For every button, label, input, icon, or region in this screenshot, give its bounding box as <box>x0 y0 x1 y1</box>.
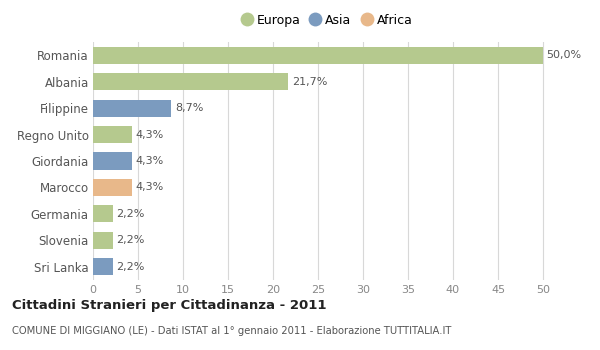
Text: Cittadini Stranieri per Cittadinanza - 2011: Cittadini Stranieri per Cittadinanza - 2… <box>12 299 326 312</box>
Text: COMUNE DI MIGGIANO (LE) - Dati ISTAT al 1° gennaio 2011 - Elaborazione TUTTITALI: COMUNE DI MIGGIANO (LE) - Dati ISTAT al … <box>12 326 451 336</box>
Bar <box>93 205 113 223</box>
Legend: Europa, Asia, Africa: Europa, Asia, Africa <box>238 10 416 31</box>
Bar <box>93 232 113 249</box>
Bar <box>93 47 543 64</box>
Text: 4,3%: 4,3% <box>136 182 164 192</box>
Bar <box>93 152 132 170</box>
Text: 21,7%: 21,7% <box>292 77 327 87</box>
Bar <box>93 99 172 117</box>
Text: 8,7%: 8,7% <box>175 103 203 113</box>
Text: 4,3%: 4,3% <box>136 156 164 166</box>
Bar <box>93 179 132 196</box>
Bar <box>93 73 288 90</box>
Bar <box>93 126 132 143</box>
Text: 50,0%: 50,0% <box>547 50 582 60</box>
Text: 2,2%: 2,2% <box>116 209 145 219</box>
Text: 2,2%: 2,2% <box>116 235 145 245</box>
Bar <box>93 258 113 275</box>
Text: 2,2%: 2,2% <box>116 262 145 272</box>
Text: 4,3%: 4,3% <box>136 130 164 140</box>
